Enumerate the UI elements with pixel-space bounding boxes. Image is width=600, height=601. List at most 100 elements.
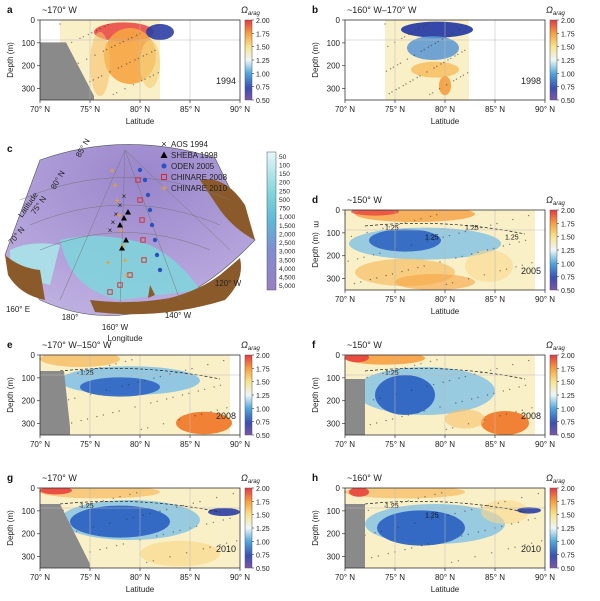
- seafloor-mask: [40, 371, 70, 435]
- sample-point: [130, 36, 133, 39]
- panel-letter: f: [312, 340, 316, 351]
- omega-region: [345, 488, 465, 499]
- sample-point: [222, 519, 225, 521]
- sample-point: [375, 277, 378, 279]
- sample-point: [132, 84, 135, 86]
- omega-region: [445, 409, 485, 429]
- y-axis-label: Depth (m): [6, 377, 15, 413]
- colorbar-tick-label: 1.50: [561, 45, 575, 52]
- sample-point: [442, 236, 444, 238]
- sample-point: [448, 34, 451, 36]
- sample-point: [121, 385, 124, 387]
- omega-region: [375, 375, 435, 415]
- sample-point: [77, 372, 79, 375]
- sample-point: [90, 32, 93, 34]
- station-marker: [123, 237, 129, 243]
- sample-point: [477, 396, 479, 399]
- sample-point: [540, 540, 543, 542]
- sample-point: [499, 270, 501, 272]
- sample-point: [490, 552, 493, 554]
- sample-point: [416, 76, 418, 79]
- omega-region: [395, 274, 475, 290]
- sample-point: [391, 418, 394, 420]
- sample-point: [480, 506, 483, 508]
- contour-label: 1.25: [385, 503, 399, 510]
- panel-d: d ~150° W Ωarag 1.25 1.25 1.25 1.25 0 100 200 300 7…: [311, 195, 575, 316]
- sample-point: [191, 367, 193, 370]
- colorbar-tick-label: 0.50: [256, 433, 270, 440]
- sample-point: [401, 270, 403, 273]
- sample-point: [447, 514, 450, 516]
- colorbar-tick-label: 2.00: [256, 353, 270, 360]
- y-tick-label: 200: [327, 62, 341, 71]
- sample-point: [112, 411, 114, 414]
- depth-tick-label: 50: [279, 154, 287, 161]
- panel-letter: g: [7, 473, 13, 484]
- sample-point: [92, 79, 95, 81]
- sample-point: [74, 397, 76, 399]
- x-tick-label: 90° N: [535, 573, 555, 582]
- sample-point: [117, 67, 120, 69]
- station-marker: +: [110, 166, 115, 175]
- sample-point: [109, 71, 111, 73]
- sample-point: [137, 57, 140, 60]
- station-marker: [119, 245, 125, 251]
- sample-point: [153, 377, 155, 379]
- sample-point: [508, 388, 511, 391]
- panel-longitude: ~170° W–150° W: [42, 340, 112, 350]
- sample-point: [455, 402, 457, 404]
- y-tick-label: 200: [327, 397, 341, 406]
- sample-point: [150, 402, 152, 404]
- sample-point: [92, 526, 95, 528]
- colorbar-tick-label: 1.00: [561, 71, 575, 78]
- sample-point: [385, 419, 387, 422]
- sample-point: [172, 531, 175, 533]
- colorbar-tick-label: 2.00: [561, 353, 575, 360]
- sample-point: [401, 415, 403, 418]
- sample-point: [155, 24, 158, 27]
- sample-point: [515, 411, 517, 413]
- sample-point: [407, 269, 410, 271]
- sample-point: [175, 506, 178, 508]
- y-tick-label: 100: [327, 229, 341, 238]
- depth-tick-label: 500: [279, 197, 290, 204]
- sample-point: [375, 422, 378, 424]
- y-tick-label: 300: [327, 553, 341, 562]
- sample-point: [450, 57, 452, 60]
- sample-point: [467, 278, 470, 280]
- y-tick-label: 100: [22, 374, 36, 383]
- sample-point: [146, 427, 149, 429]
- sample-point: [172, 396, 174, 399]
- colorbar-tick-label: 0.50: [561, 98, 575, 105]
- sample-point: [424, 24, 427, 26]
- x-tick-label: 85° N: [485, 440, 505, 449]
- x-tick-label: 85° N: [485, 573, 505, 582]
- legend-label: CHINARE 2008: [171, 173, 228, 182]
- seafloor-mask: [345, 504, 365, 568]
- sample-point: [110, 46, 113, 48]
- sample-point: [508, 243, 511, 246]
- omega-region: [369, 229, 441, 252]
- land-siberia: [5, 255, 45, 300]
- y-tick-label: 300: [327, 85, 341, 94]
- colorbar-tick-label: 1.00: [561, 261, 575, 268]
- sample-point: [427, 46, 430, 48]
- colorbar-tick-label: 0.50: [256, 98, 270, 105]
- station-marker: +: [115, 196, 120, 205]
- station-marker: +: [123, 256, 128, 265]
- sample-point: [402, 84, 404, 87]
- omega-region: [351, 210, 399, 216]
- omega-region: [517, 507, 541, 514]
- omega-region: [40, 355, 120, 367]
- sample-point: [414, 522, 416, 524]
- sample-point: [439, 406, 441, 408]
- sample-point: [496, 222, 498, 225]
- sample-point: [407, 500, 410, 502]
- sample-point: [461, 51, 463, 53]
- sample-point: [510, 523, 513, 525]
- depth-tick-label: 2,000: [279, 231, 296, 238]
- x-tick-label: 70° N: [335, 440, 355, 449]
- sample-point: [504, 500, 506, 503]
- sample-point: [104, 25, 106, 28]
- omega-label: Ωarag: [241, 473, 261, 485]
